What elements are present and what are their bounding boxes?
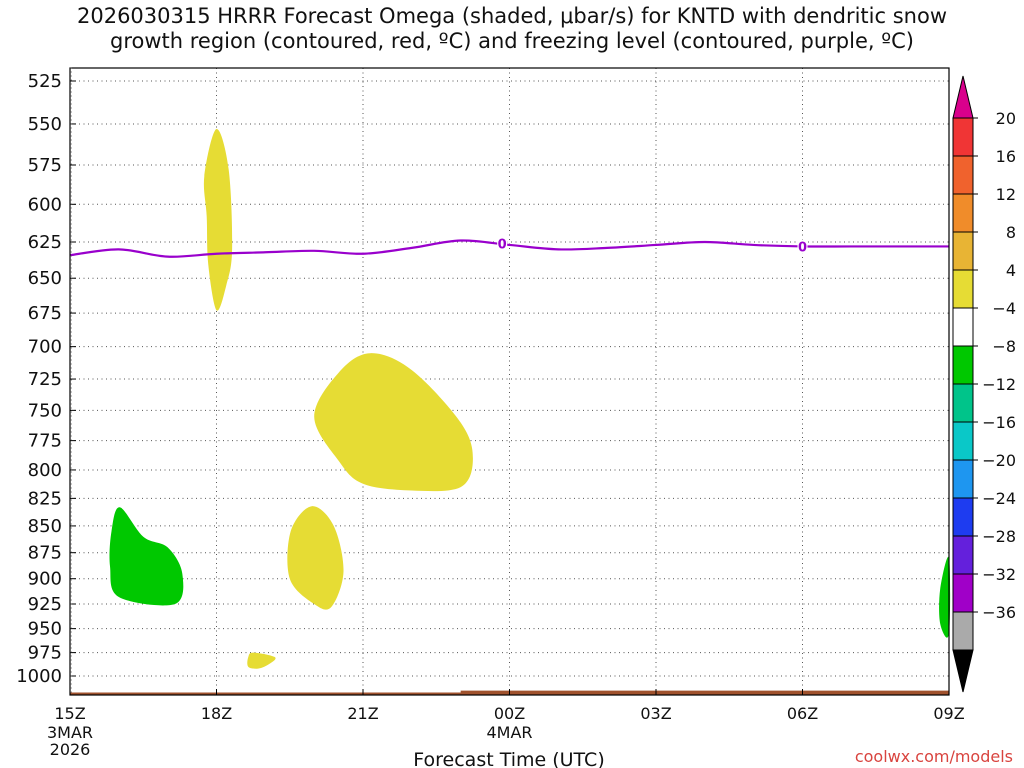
- x-tick-label: 00Z: [494, 704, 525, 723]
- x-tick-label: 21Z: [347, 704, 378, 723]
- colorbar-segment: [952, 345, 974, 385]
- chart-title: 2026030315 HRRR Forecast Omega (shaded, …: [76, 4, 947, 53]
- omega-region: [939, 556, 951, 638]
- colorbar-label: −12: [982, 375, 1016, 394]
- y-tick-label: 725: [28, 369, 62, 390]
- contour-label-bg: [497, 236, 508, 251]
- y-tick-label: 650: [28, 268, 62, 289]
- x-tick-sublabel: 4MAR: [486, 723, 532, 742]
- omega-region: [109, 507, 184, 606]
- y-tick-label: 750: [28, 400, 62, 421]
- y-tick-label: 600: [28, 194, 62, 215]
- colorbar-segment: [952, 117, 974, 157]
- plot-frame: [69, 67, 950, 696]
- colorbar-segment: [952, 383, 974, 423]
- x-axis-label: Forecast Time (UTC): [413, 749, 604, 768]
- colorbar-label: 16: [996, 147, 1016, 166]
- colorbar-label: −16: [982, 413, 1016, 432]
- colorbar-label: −28: [982, 527, 1016, 546]
- colorbar-bottom-arrow: [952, 649, 974, 693]
- y-tick-label: 850: [28, 516, 62, 537]
- x-tick-label: 18Z: [201, 704, 232, 723]
- y-tick-label: 575: [28, 155, 62, 176]
- colorbar-label: −24: [982, 489, 1016, 508]
- colorbar-segment: [952, 611, 974, 651]
- y-tick-label: 925: [28, 594, 62, 615]
- colorbar-label: −20: [982, 451, 1016, 470]
- y-tick-label: 675: [28, 303, 62, 324]
- y-tick-label: 975: [28, 643, 62, 664]
- colorbar-segment: [952, 193, 974, 233]
- colorbar-segment: [952, 421, 974, 461]
- colorbar-segment: [952, 307, 974, 347]
- y-tick-label: 525: [28, 71, 62, 92]
- colorbar-segment: [952, 269, 974, 309]
- y-tick-label: 900: [28, 569, 62, 590]
- axes: 525 550 575 600 625 650 675 700 725 750 775 800 825 8…: [16, 67, 965, 759]
- y-tick-label: 800: [28, 460, 62, 481]
- colorbar-segment: [952, 573, 974, 613]
- colorbar-label: −8: [992, 337, 1016, 356]
- colorbar-label: −4: [992, 299, 1016, 318]
- x-tick-label: 15Z: [54, 704, 85, 723]
- grid: [70, 68, 949, 695]
- omega-region: [287, 506, 344, 610]
- y-tick-label: 825: [28, 488, 62, 509]
- contour-label: 0: [798, 240, 807, 255]
- omega-regions: [109, 128, 951, 669]
- colorbar-label: 4: [1006, 261, 1016, 280]
- colorbar-segment: [952, 535, 974, 575]
- colorbar-segment: [952, 231, 974, 271]
- contour-label-bg: [797, 239, 808, 254]
- omega-region: [314, 353, 473, 492]
- colorbar-label: 8: [1006, 223, 1016, 242]
- x-tick-sublabel: 3MAR: [47, 723, 93, 742]
- colorbar-segment: [952, 155, 974, 195]
- contour-label: 0: [498, 237, 507, 252]
- y-tick-label: 625: [28, 232, 62, 253]
- y-tick-label: 950: [28, 619, 62, 640]
- colorbar-label: −36: [982, 603, 1016, 622]
- x-tick-label: 03Z: [640, 704, 671, 723]
- y-tick-label: 875: [28, 543, 62, 564]
- x-tick-sublabel: 2026: [50, 740, 91, 759]
- omega-region: [203, 128, 233, 311]
- y-tick-label: 550: [28, 114, 62, 135]
- colorbar: 20 16 12 8 4 −4 −8 −12 −16 −20 −24 −28 −32 −36: [952, 75, 1016, 693]
- y-tick-label: 775: [28, 431, 62, 452]
- x-tick-label: 09Z: [933, 704, 964, 723]
- colorbar-label: −32: [982, 565, 1016, 584]
- y-tick-label: 1000: [16, 666, 62, 687]
- credit-text: coolwx.com/models: [855, 747, 1013, 766]
- x-tick-label: 06Z: [787, 704, 818, 723]
- omega-region: [247, 652, 276, 669]
- colorbar-label: 12: [996, 185, 1016, 204]
- y-tick-label: 700: [28, 337, 62, 358]
- colorbar-top-arrow: [952, 75, 974, 119]
- colorbar-segment: [952, 497, 974, 537]
- colorbar-label: 20: [996, 109, 1016, 128]
- colorbar-segment: [952, 459, 974, 499]
